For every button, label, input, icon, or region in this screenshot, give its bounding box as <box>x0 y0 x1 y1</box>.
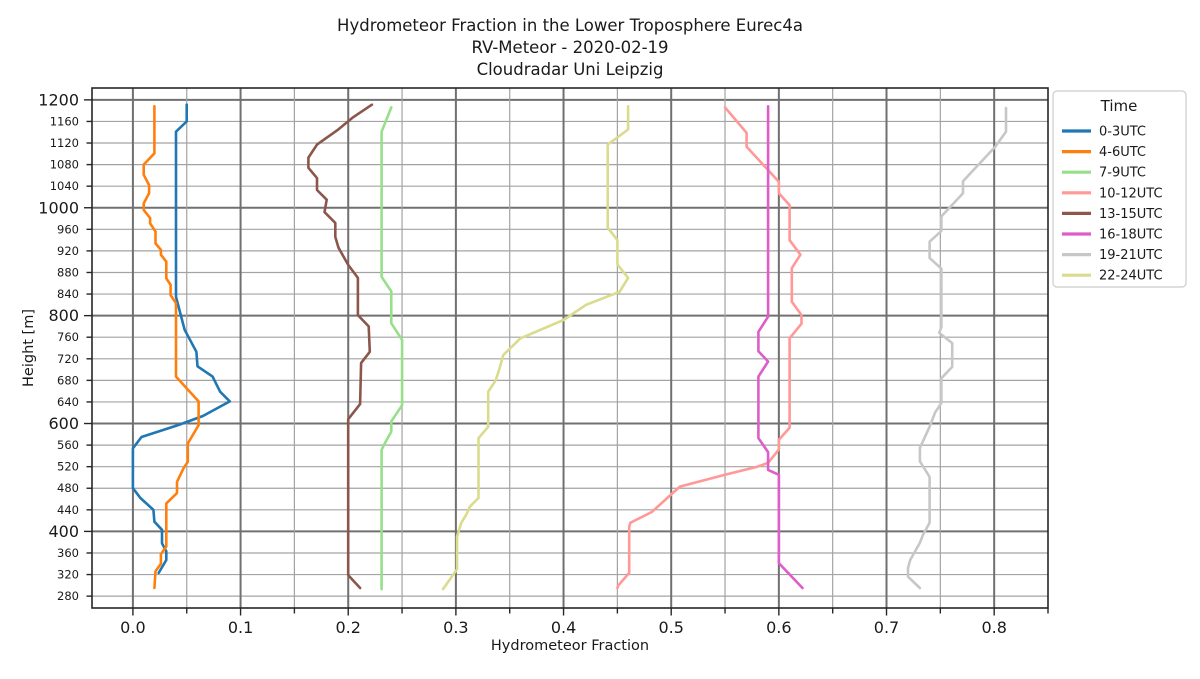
legend-label-10-12UTC: 10-12UTC <box>1099 186 1163 201</box>
legend-label-0-3UTC: 0-3UTC <box>1099 125 1146 140</box>
x-tick-label: 0.8 <box>981 618 1006 637</box>
gridlines <box>92 88 1048 608</box>
chart-title-line-1: Hydrometeor Fraction in the Lower Tropos… <box>337 16 803 35</box>
legend-entry-19-21UTC: 19-21UTC <box>1062 248 1163 263</box>
y-tick-label: 400 <box>48 522 79 541</box>
y-tick-label: 320 <box>57 568 79 582</box>
y-tick-label: 560 <box>57 438 79 452</box>
chart-title-line-2: RV-Meteor - 2020-02-19 <box>471 38 668 57</box>
y-tick-label: 480 <box>57 481 79 495</box>
y-axis: 280 320 360 400 440 480 520 560 600 640 680 720 760 8… <box>38 90 92 603</box>
series-line-16-18UTC <box>757 105 804 590</box>
y-tick-label: 680 <box>57 373 79 387</box>
legend: Time 0-3UTC 4-6UTC 7-9UTC 10-12UTC 13-15UTC 1… <box>1052 90 1187 288</box>
legend-label-22-24UTC: 22-24UTC <box>1099 269 1163 284</box>
legend-entry-22-24UTC: 22-24UTC <box>1062 269 1163 284</box>
y-tick-label: 360 <box>57 546 79 560</box>
legend-entries: 0-3UTC 4-6UTC 7-9UTC 10-12UTC 13-15UTC 16-18U… <box>1062 125 1163 284</box>
y-tick-label: 880 <box>57 265 79 279</box>
y-tick-label: 1120 <box>50 136 79 150</box>
y-tick-label: 1160 <box>50 114 79 128</box>
x-tick-label: 0.2 <box>335 618 360 637</box>
y-tick-label: 760 <box>57 330 79 344</box>
y-tick-label: 280 <box>57 589 79 603</box>
y-tick-label: 840 <box>57 287 79 301</box>
series-line-19-21UTC <box>906 106 1008 590</box>
legend-label-7-9UTC: 7-9UTC <box>1099 166 1146 181</box>
legend-label-4-6UTC: 4-6UTC <box>1099 145 1146 160</box>
y-tick-label: 640 <box>57 395 79 409</box>
y-tick-label: 1040 <box>50 179 79 193</box>
y-tick-label: 520 <box>57 460 79 474</box>
y-tick-label: 720 <box>57 352 79 366</box>
y-tick-label: 920 <box>57 244 79 258</box>
series-lines <box>131 103 1008 591</box>
legend-entry-4-6UTC: 4-6UTC <box>1062 145 1146 160</box>
y-tick-label: 1080 <box>50 158 79 172</box>
x-tick-label: 0.1 <box>228 618 253 637</box>
x-tick-label: 0.6 <box>766 618 791 637</box>
x-tick-label: 0.5 <box>658 618 683 637</box>
y-tick-label: 960 <box>57 222 79 236</box>
chart-title-line-3: Cloudradar Uni Leipzig <box>477 60 664 79</box>
x-axis-label: Hydrometeor Fraction <box>491 638 649 654</box>
legend-entry-16-18UTC: 16-18UTC <box>1062 228 1163 243</box>
y-tick-label: 1000 <box>38 198 79 217</box>
y-tick-label: 440 <box>57 503 79 517</box>
y-axis-label: Height [m] <box>21 309 37 387</box>
legend-entry-7-9UTC: 7-9UTC <box>1062 166 1146 181</box>
legend-entry-10-12UTC: 10-12UTC <box>1062 186 1163 201</box>
legend-label-16-18UTC: 16-18UTC <box>1099 228 1163 243</box>
x-tick-label: 0.4 <box>551 618 576 637</box>
x-axis: 0.0 0.1 0.2 0.3 0.4 0.5 0.6 0.7 0.8 <box>120 608 1049 637</box>
series-line-22-24UTC <box>441 105 630 591</box>
x-tick-label: 0.7 <box>874 618 899 637</box>
legend-entry-0-3UTC: 0-3UTC <box>1062 125 1146 140</box>
y-tick-label: 1200 <box>38 90 79 109</box>
x-tick-label: 0.3 <box>443 618 468 637</box>
series-line-7-9UTC <box>380 106 404 591</box>
x-tick-label: 0.0 <box>120 618 145 637</box>
legend-label-13-15UTC: 13-15UTC <box>1099 207 1163 222</box>
y-tick-label: 800 <box>48 306 79 325</box>
plot-border <box>91 87 1049 609</box>
series-line-13-15UTC <box>307 103 374 590</box>
legend-title: Time <box>1100 97 1138 115</box>
legend-label-19-21UTC: 19-21UTC <box>1099 248 1163 263</box>
series-line-4-6UTC <box>142 105 200 590</box>
series-line-0-3UTC <box>131 103 232 575</box>
legend-entry-13-15UTC: 13-15UTC <box>1062 207 1163 222</box>
series-line-10-12UTC <box>616 106 803 590</box>
y-tick-label: 600 <box>48 414 79 433</box>
legend-box <box>1052 90 1187 288</box>
